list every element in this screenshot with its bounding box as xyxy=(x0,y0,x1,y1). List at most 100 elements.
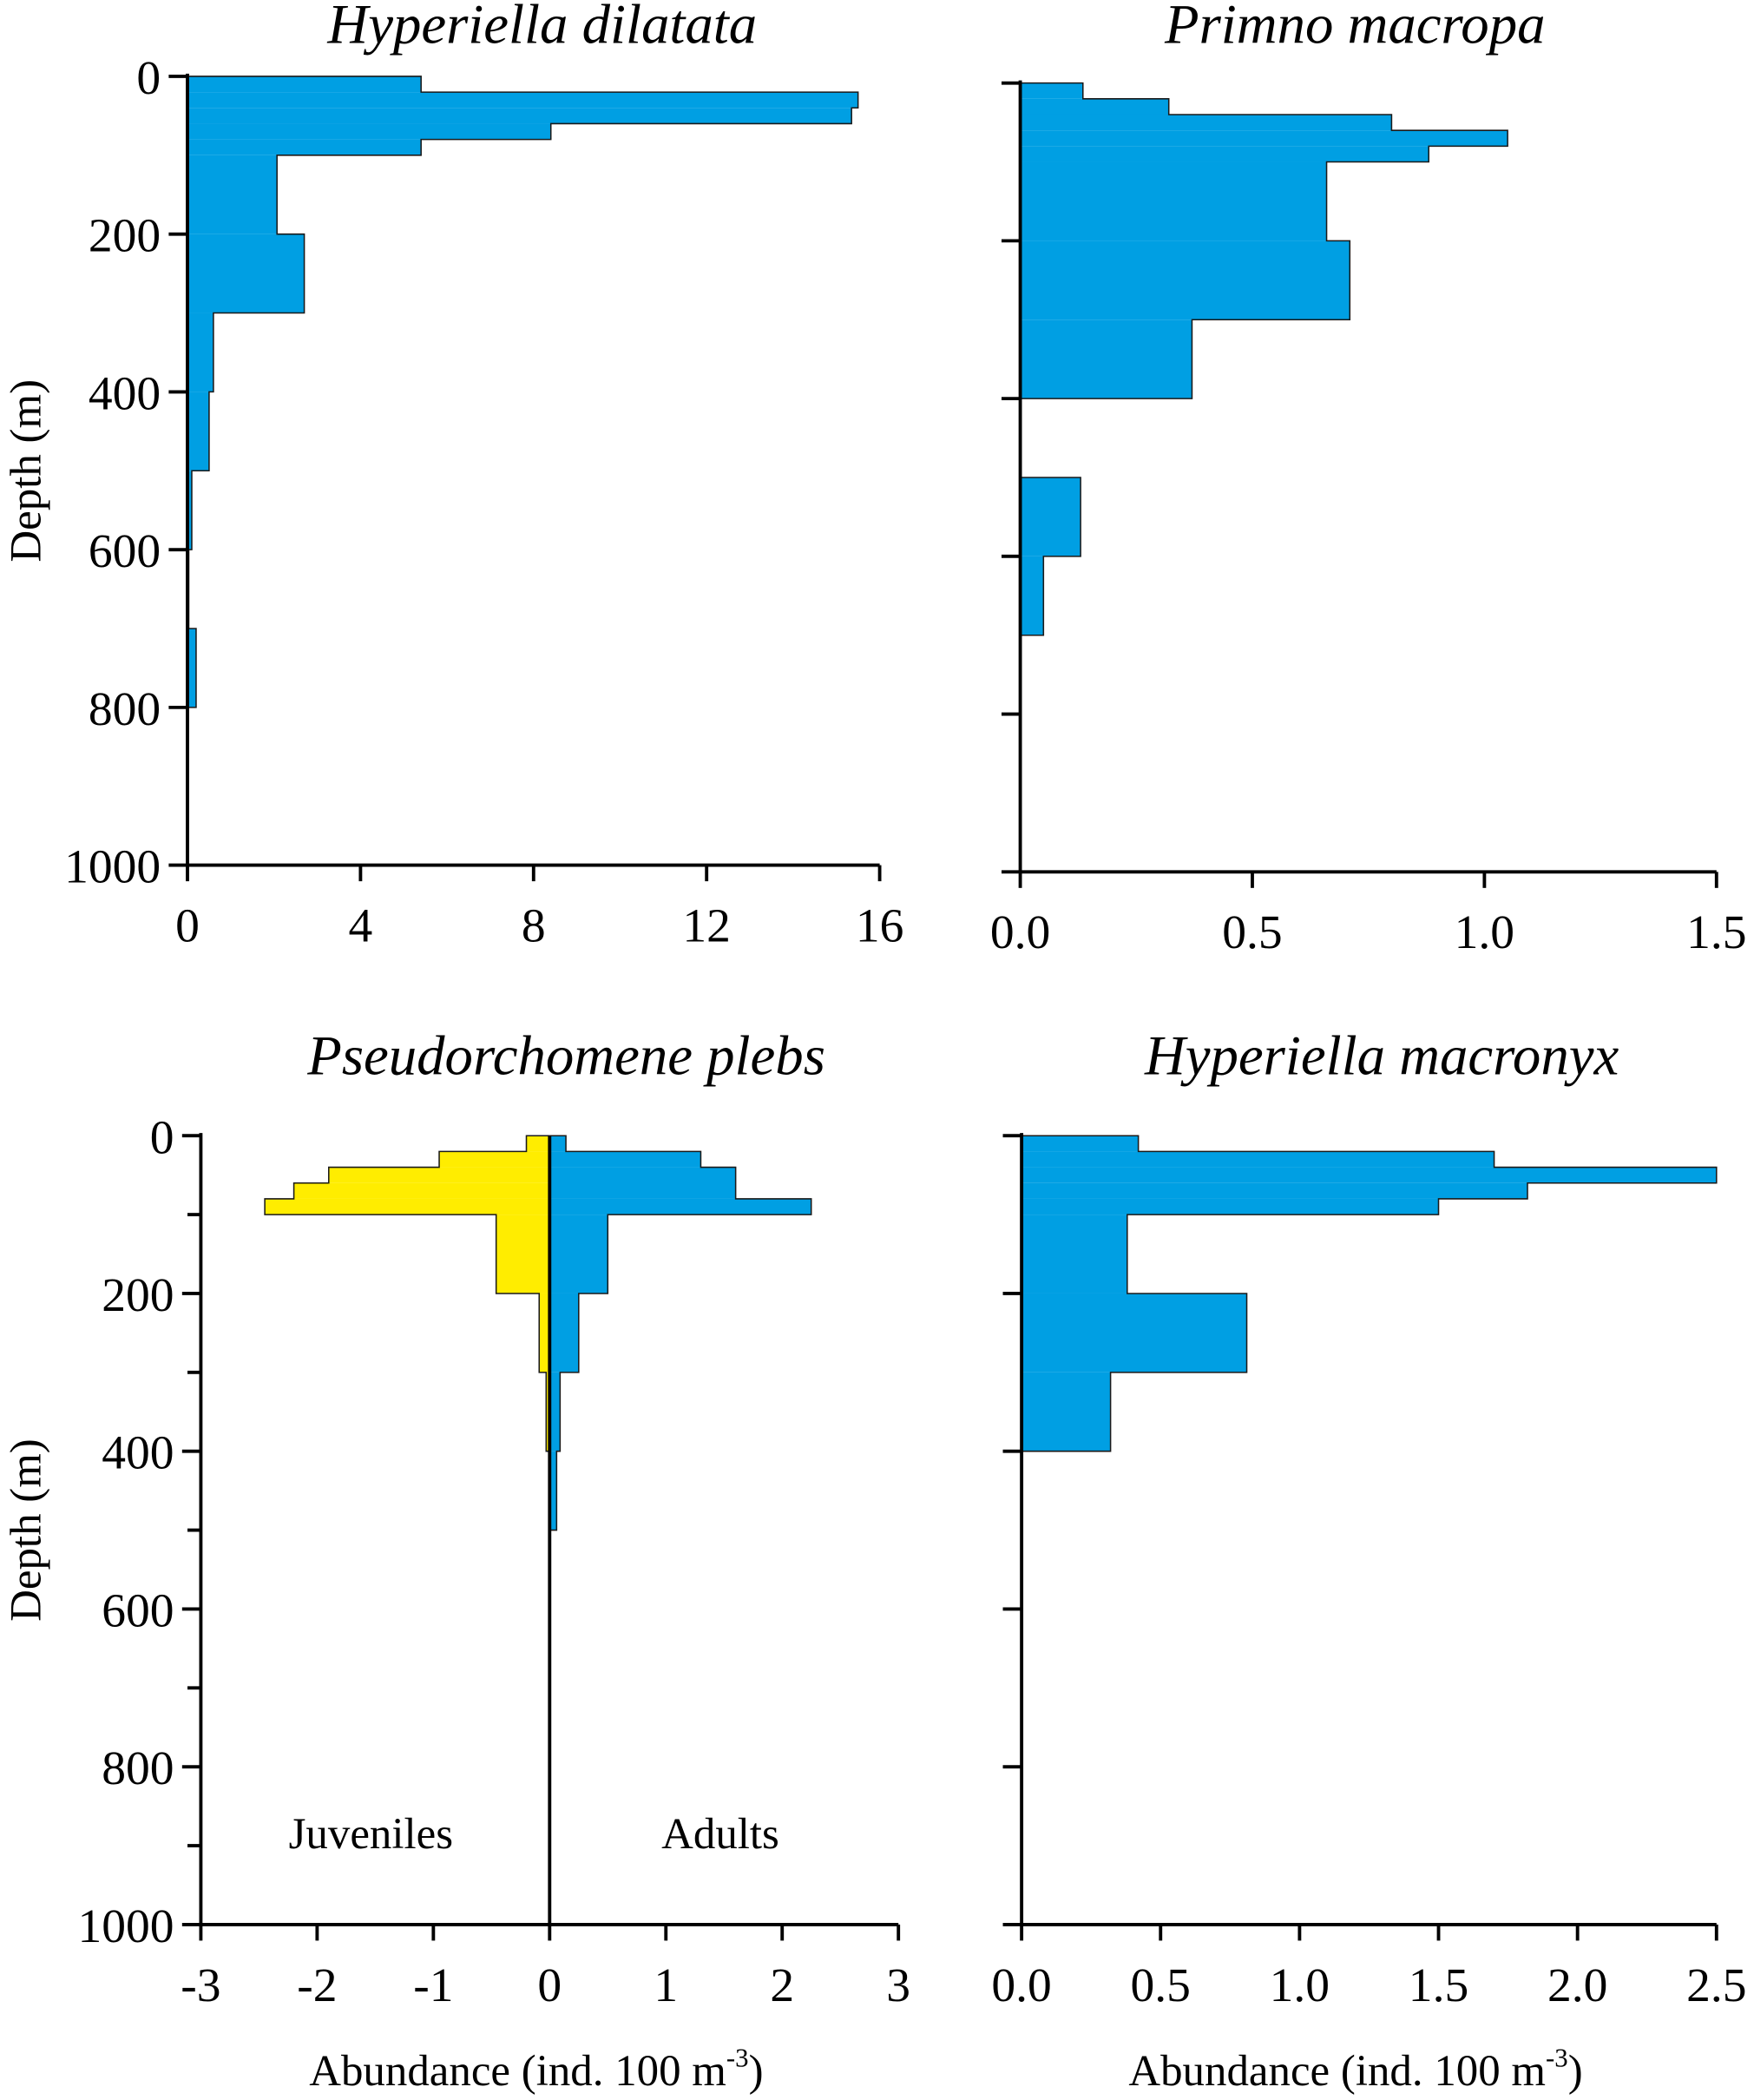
panel-title: Primno macropa xyxy=(1164,0,1545,56)
x-tick-label: 1.0 xyxy=(1455,906,1514,959)
bar xyxy=(549,1167,736,1199)
bar xyxy=(187,471,192,550)
bar xyxy=(1020,82,1083,99)
bar xyxy=(549,1215,608,1294)
x-tick-label: 1.0 xyxy=(1270,1959,1330,2012)
bar xyxy=(1020,130,1508,147)
annotation-adults: Adults xyxy=(661,1810,779,1859)
bar xyxy=(1022,1136,1139,1152)
bar xyxy=(1022,1151,1495,1168)
annotation-juveniles: Juveniles xyxy=(289,1810,453,1859)
x-tick-label: 0.0 xyxy=(990,906,1050,959)
x-axis-label: Abundance (ind. 100 m-3) xyxy=(309,2043,763,2096)
bar xyxy=(526,1136,550,1152)
bar xyxy=(549,1151,701,1168)
x-tick-label: 1.5 xyxy=(1686,906,1746,959)
x-tick-label: 2.5 xyxy=(1686,1959,1746,2012)
bar xyxy=(1022,1167,1717,1183)
x-tick-label: 3 xyxy=(886,1959,910,2012)
series-adults xyxy=(549,1135,812,1531)
bar xyxy=(1020,161,1327,241)
bar xyxy=(187,76,422,93)
x-tick-label: 4 xyxy=(349,900,373,953)
bar xyxy=(549,1198,811,1215)
panel-3: -3 -2 -1 0 1 2 3 0 200 400 600 800 1000 Pseudorchomen… xyxy=(2,1024,910,2096)
bar xyxy=(328,1167,550,1183)
y-tick-label: 1000 xyxy=(64,841,161,894)
bar xyxy=(439,1151,550,1168)
bar xyxy=(187,92,858,109)
series-abundance xyxy=(1022,1135,1718,1452)
y-tick-label: 200 xyxy=(89,210,161,263)
bar xyxy=(546,1372,550,1452)
y-tick-label: 400 xyxy=(102,1427,174,1480)
y-tick-label: 400 xyxy=(89,367,161,420)
bar xyxy=(549,1293,579,1373)
x-tick-label: 0.0 xyxy=(991,1959,1051,2012)
x-tick-label: -1 xyxy=(413,1959,453,2012)
bar xyxy=(187,123,551,140)
bar xyxy=(187,234,305,313)
y-tick-label: 600 xyxy=(89,525,161,578)
bar xyxy=(549,1372,561,1452)
x-axis-label: Abundance (ind. 100 m-3) xyxy=(1128,2043,1582,2096)
bar xyxy=(187,313,214,392)
bar xyxy=(187,629,196,708)
panel-title: Hyperiella dilatata xyxy=(326,0,757,56)
x-tick-label: 1.5 xyxy=(1409,1959,1468,2012)
bar xyxy=(1022,1372,1111,1452)
x-tick-label: 2.0 xyxy=(1547,1959,1607,2012)
y-axis-label: Depth (m) xyxy=(2,379,50,563)
profile-outline xyxy=(187,76,859,866)
panel-1: 0 4 8 12 16 0 200 400 600 800 1000 Hyperiella dilat… xyxy=(2,0,903,953)
bar xyxy=(1020,146,1429,162)
panel-title: Pseudorchomene plebs xyxy=(306,1024,825,1087)
x-tick-label: 16 xyxy=(856,900,904,953)
bar xyxy=(187,108,852,124)
x-tick-label: 0.5 xyxy=(1131,1959,1191,2012)
bar xyxy=(1022,1198,1439,1215)
profile-outline xyxy=(549,1135,812,1531)
bar xyxy=(549,1451,557,1531)
x-tick-label: 0.5 xyxy=(1222,906,1282,959)
bar xyxy=(1020,556,1044,635)
panel-2: 0.0 0.5 1.0 1.5 Primno macropa xyxy=(990,0,1747,959)
series-juveniles xyxy=(264,1135,550,1452)
panel-4: 0.0 0.5 1.0 1.5 2.0 2.5 Hyperiella macronyx Abu… xyxy=(991,1024,1746,2096)
bar xyxy=(1020,98,1169,115)
x-tick-label: 12 xyxy=(682,900,731,953)
y-tick-label: 200 xyxy=(102,1269,174,1322)
bar xyxy=(1022,1182,1528,1199)
bar xyxy=(1020,477,1081,556)
bar xyxy=(1022,1293,1247,1373)
bar xyxy=(549,1136,567,1152)
y-tick-label: 0 xyxy=(136,52,161,105)
series-abundance xyxy=(187,76,859,866)
bar xyxy=(187,139,422,155)
x-tick-label: 0 xyxy=(537,1959,562,2012)
bar xyxy=(187,392,209,471)
bar xyxy=(293,1182,550,1199)
y-tick-label: 800 xyxy=(102,1742,174,1795)
x-tick-label: -2 xyxy=(297,1959,337,2012)
x-tick-label: 1 xyxy=(654,1959,678,2012)
x-tick-label: 8 xyxy=(522,900,546,953)
y-axis-label: Depth (m) xyxy=(2,1438,50,1622)
y-tick-label: 800 xyxy=(89,683,161,736)
bar xyxy=(1020,319,1192,399)
x-tick-label: -3 xyxy=(181,1959,220,2012)
bar xyxy=(1020,114,1392,131)
y-tick-label: 1000 xyxy=(78,1900,174,1953)
bar xyxy=(1022,1215,1127,1294)
x-tick-label: 0 xyxy=(175,900,200,953)
bar xyxy=(1020,240,1350,320)
bar xyxy=(265,1198,550,1215)
y-tick-label: 600 xyxy=(102,1584,174,1637)
bar xyxy=(539,1293,550,1373)
y-tick-label: 0 xyxy=(150,1111,174,1164)
panel-title: Hyperiella macronyx xyxy=(1144,1024,1619,1087)
profile-outline xyxy=(1022,1135,1718,1452)
series-abundance xyxy=(1019,82,1508,872)
bar xyxy=(187,155,278,234)
